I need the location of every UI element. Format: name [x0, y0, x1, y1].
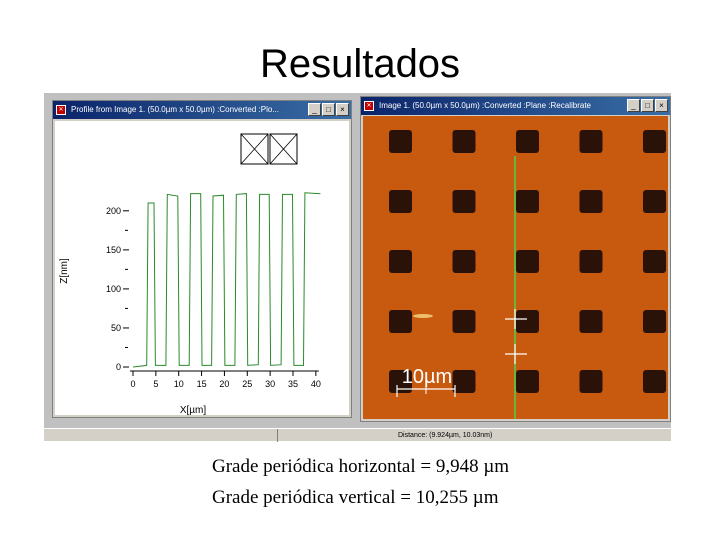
grating-pit: [389, 250, 412, 273]
grating-pit: [516, 130, 539, 153]
x-tick-label: 0: [130, 379, 135, 389]
profile-window-titlebar[interactable]: ✕ Profile from Image 1. (50.0µm x 50.0µm…: [53, 101, 351, 119]
grating-pit: [452, 130, 476, 153]
grating-pit: [643, 370, 666, 393]
app-icon: ✕: [364, 101, 374, 111]
maximize-button[interactable]: □: [322, 103, 335, 116]
y-tick-label: 50: [111, 323, 121, 333]
grating-pit: [389, 130, 412, 153]
grating-pit: [643, 310, 666, 333]
minimize-button[interactable]: _: [627, 99, 640, 112]
afm-image-canvas[interactable]: 10µm: [363, 116, 668, 419]
y-tick-label: 150: [106, 245, 121, 255]
grating-pit: [579, 370, 603, 393]
scale-bar-label: 10µm: [402, 366, 452, 388]
grating-pit: [516, 370, 539, 393]
grating-pit: [579, 130, 603, 153]
maximize-button[interactable]: □: [641, 99, 654, 112]
x-tick-label: 20: [219, 379, 229, 389]
grating-pit: [452, 250, 476, 273]
close-button[interactable]: ×: [655, 99, 668, 112]
caption-vertical-period: Grade periódica vertical = 10,255 µm: [212, 487, 499, 508]
cursor-crosshairs: [505, 309, 527, 364]
x-tick-label: 15: [197, 379, 207, 389]
grating-pit: [579, 190, 603, 213]
bright-artifact: [413, 314, 433, 318]
grating-pit: [452, 370, 476, 393]
x-tick-label: 40: [311, 379, 321, 389]
cursor-box-right[interactable]: [269, 133, 298, 165]
cursor-box-right-diag2: [269, 133, 298, 165]
image-window-title: Image 1. (50.0µm x 50.0µm) :Converted :P…: [379, 101, 591, 110]
profile-window-title: Profile from Image 1. (50.0µm x 50.0µm) …: [71, 105, 279, 114]
app-icon: ✕: [56, 105, 66, 115]
grating-pit: [389, 310, 412, 333]
grating-pit: [643, 130, 666, 153]
cursor-markers: [240, 133, 298, 165]
x-tick-label: 35: [288, 379, 298, 389]
afm-image[interactable]: 10µm: [363, 116, 668, 419]
profile-plot-area: 0 50 100 150 200 0 5 10 15 20 25 30 35 40 X[µm] Z[nm]: [55, 121, 349, 416]
scale-bar: 10µm: [396, 366, 456, 397]
y-tick-label: 200: [106, 206, 121, 216]
profile-chart: 0 50 100 150 200 0 5 10 15 20 25 30 35 40 X[µm] Z[nm]: [59, 133, 321, 416]
grating-pit: [643, 250, 666, 273]
slide-title: Resultados: [259, 42, 461, 86]
caption-horizontal-period: Grade periódica horizontal = 9,948 µm: [212, 456, 510, 477]
grating-pit: [452, 190, 476, 213]
status-distance: Distance: (9.924µm, 10.03nm): [277, 429, 671, 442]
y-axis-label: Z[nm]: [59, 258, 70, 284]
image-window[interactable]: ✕ Image 1. (50.0µm x 50.0µm) :Converted …: [360, 96, 671, 422]
minimize-button[interactable]: _: [308, 103, 321, 116]
status-bar: Distance: (9.924µm, 10.03nm): [44, 428, 671, 442]
x-tick-label: 30: [265, 379, 275, 389]
x-tick-label: 5: [153, 379, 158, 389]
close-button[interactable]: ×: [336, 103, 349, 116]
grating-pit: [452, 310, 476, 333]
grating-pit: [643, 190, 666, 213]
image-window-titlebar[interactable]: ✕ Image 1. (50.0µm x 50.0µm) :Converted …: [361, 97, 670, 115]
grating-pit: [516, 250, 539, 273]
profile-window[interactable]: ✕ Profile from Image 1. (50.0µm x 50.0µm…: [52, 100, 352, 418]
software-screenshot: ✕ Profile from Image 1. (50.0µm x 50.0µm…: [44, 93, 671, 442]
grating-pit: [579, 310, 603, 333]
grating-pit: [516, 310, 539, 333]
grating-pit: [389, 370, 412, 393]
grating-pit: [516, 190, 539, 213]
y-tick-label: 0: [116, 362, 121, 372]
grating-pit: [579, 250, 603, 273]
cursor-box-left-diag2: [240, 133, 269, 165]
x-tick-label: 10: [174, 379, 184, 389]
y-tick-label: 100: [106, 284, 121, 294]
cursor-box-left[interactable]: [240, 133, 269, 165]
x-axis-label: X[µm]: [180, 405, 207, 415]
x-tick-label: 25: [242, 379, 252, 389]
profile-series-line: [132, 192, 321, 368]
grating-pit: [389, 190, 412, 213]
